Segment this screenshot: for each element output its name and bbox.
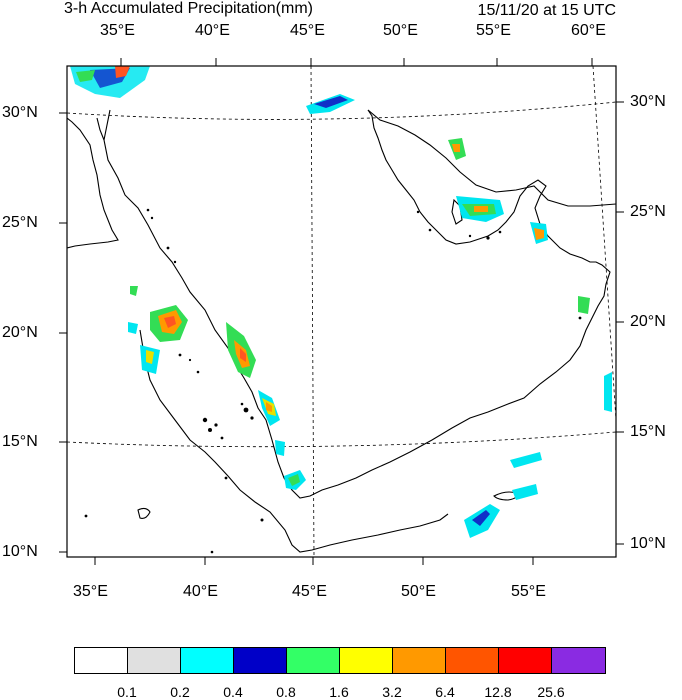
left-lat-label: 30°N bbox=[2, 104, 38, 121]
precip-patch-arabian-sea-cyan-2 bbox=[512, 484, 538, 500]
graticule-lon-60 bbox=[592, 66, 616, 421]
map-frame bbox=[66, 65, 617, 558]
right-lat-label: 25°N bbox=[630, 203, 666, 220]
legend-threshold-label: 6.4 bbox=[435, 684, 455, 700]
top-lon-label: 40°E bbox=[195, 22, 230, 39]
right-lat-label: 20°N bbox=[630, 313, 666, 330]
precip-patch-hejaz-yellow bbox=[146, 350, 154, 364]
top-lon-label: 50°E bbox=[383, 22, 418, 39]
legend-threshold-label: 0.1 bbox=[117, 684, 137, 700]
precip-patch-gulf-orange-2 bbox=[474, 206, 488, 212]
precip-patch-arabian-sea-blue bbox=[472, 510, 490, 526]
legend-swatch bbox=[551, 647, 606, 674]
precip-patch-yemen-cyan-2 bbox=[275, 440, 285, 456]
precip-patch-hejaz-small bbox=[128, 322, 138, 334]
valid-time-label: 15/11/20 at 15 UTC bbox=[477, 2, 616, 19]
bottom-lon-label: 45°E bbox=[292, 583, 327, 600]
bottom-lon-label: 50°E bbox=[401, 583, 436, 600]
precip-patch-asir-orange-2 bbox=[266, 402, 272, 412]
arabian-peninsula-coast bbox=[103, 109, 611, 499]
legend-threshold-label: 0.2 bbox=[170, 684, 190, 700]
left-lat-label: 25°N bbox=[2, 214, 38, 231]
left-lat-label: 20°N bbox=[2, 324, 38, 341]
precip-patch-uae-orange bbox=[534, 228, 544, 240]
somalia-coast bbox=[137, 507, 151, 519]
precip-patch-hejaz-red bbox=[164, 316, 176, 328]
legend-threshold-label: 25.6 bbox=[537, 684, 565, 700]
bottom-lon-label: 40°E bbox=[183, 583, 218, 600]
right-lat-label: 10°N bbox=[630, 535, 666, 552]
legend-swatch bbox=[74, 647, 128, 674]
right-lat-label: 30°N bbox=[630, 93, 666, 110]
precip-patch-iraq-blue bbox=[314, 96, 348, 108]
precip-patch-arabian-sea-cyan-3 bbox=[510, 452, 542, 468]
top-lon-label: 60°E bbox=[571, 22, 606, 39]
legend-threshold-label: 12.8 bbox=[484, 684, 512, 700]
precip-patch-northwest-red bbox=[115, 66, 130, 78]
legend-swatch bbox=[339, 647, 393, 674]
top-lon-label: 35°E bbox=[100, 22, 135, 39]
legend-swatch bbox=[498, 647, 552, 674]
precip-patch-asir-red bbox=[240, 348, 246, 362]
graticule-lon-45 bbox=[310, 66, 315, 557]
legend-threshold-label: 3.2 bbox=[382, 684, 402, 700]
eritrea-coast bbox=[139, 329, 449, 553]
legend-threshold-label: 1.6 bbox=[329, 684, 349, 700]
bottom-lon-label: 55°E bbox=[511, 583, 546, 600]
legend-swatch bbox=[445, 647, 499, 674]
gulf-coast bbox=[367, 109, 616, 207]
legend-swatch bbox=[180, 647, 234, 674]
bottom-lon-label: 35°E bbox=[73, 583, 108, 600]
axis-ticks bbox=[59, 58, 624, 565]
map-content bbox=[67, 66, 616, 557]
legend-swatch bbox=[286, 647, 340, 674]
island-dots bbox=[84, 208, 582, 554]
legend-swatch bbox=[233, 647, 287, 674]
precip-patch-hejaz-small-green bbox=[130, 286, 138, 296]
legend-swatch bbox=[127, 647, 181, 674]
precip-patch-northwest-green bbox=[76, 70, 95, 82]
map-title: 3-h Accumulated Precipitation(mm) bbox=[64, 0, 313, 17]
africa-coast bbox=[67, 117, 119, 249]
left-lat-label: 15°N bbox=[2, 433, 38, 450]
legend-threshold-label: 0.4 bbox=[223, 684, 243, 700]
precipitation-field bbox=[70, 66, 612, 538]
legend-threshold-label: 0.8 bbox=[276, 684, 296, 700]
sinai-coast bbox=[96, 109, 111, 141]
top-lon-label: 55°E bbox=[476, 22, 511, 39]
legend-swatch bbox=[392, 647, 446, 674]
precip-patch-oman-cyan bbox=[604, 372, 612, 412]
precip-patch-oman-green bbox=[578, 296, 590, 314]
right-lat-label: 15°N bbox=[630, 423, 666, 440]
top-lon-label: 45°E bbox=[290, 22, 325, 39]
precip-patch-gulf-orange bbox=[452, 144, 460, 152]
precip-patch-yemen-green bbox=[288, 474, 300, 486]
left-lat-label: 10°N bbox=[2, 543, 38, 560]
graticule-lat-15 bbox=[67, 431, 616, 448]
